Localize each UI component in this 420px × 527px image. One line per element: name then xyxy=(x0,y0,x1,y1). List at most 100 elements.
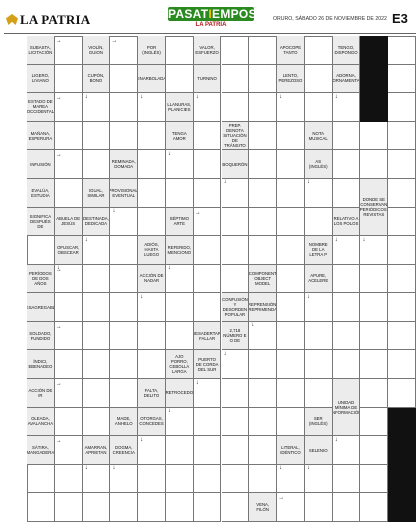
answer-cell[interactable] xyxy=(388,150,416,179)
answer-cell[interactable] xyxy=(388,121,416,151)
answer-cell[interactable] xyxy=(332,493,361,522)
answer-cell[interactable] xyxy=(54,121,83,151)
answer-cell[interactable] xyxy=(82,264,111,294)
answer-cell[interactable] xyxy=(249,379,278,408)
answer-cell[interactable] xyxy=(54,150,83,179)
answer-cell[interactable] xyxy=(277,407,305,437)
answer-cell[interactable] xyxy=(138,93,166,122)
answer-cell[interactable] xyxy=(304,64,333,94)
answer-cell[interactable] xyxy=(304,36,333,65)
answer-cell[interactable] xyxy=(221,64,250,94)
answer-cell[interactable] xyxy=(110,64,139,94)
answer-cell[interactable] xyxy=(332,350,361,380)
answer-cell[interactable] xyxy=(82,236,111,265)
answer-cell[interactable] xyxy=(110,464,139,494)
answer-cell[interactable] xyxy=(332,236,361,265)
answer-cell[interactable] xyxy=(304,493,333,522)
answer-cell[interactable] xyxy=(360,150,389,179)
answer-cell[interactable] xyxy=(193,293,222,322)
answer-cell[interactable] xyxy=(27,236,55,265)
answer-cell[interactable] xyxy=(138,207,166,237)
answer-cell[interactable] xyxy=(193,436,222,465)
answer-cell[interactable] xyxy=(388,350,416,380)
answer-cell[interactable] xyxy=(388,207,416,237)
answer-cell[interactable] xyxy=(388,379,416,408)
answer-cell[interactable] xyxy=(388,236,416,265)
answer-cell[interactable] xyxy=(82,93,111,122)
answer-cell[interactable] xyxy=(165,407,194,437)
answer-cell[interactable] xyxy=(360,464,389,494)
answer-cell[interactable] xyxy=(193,93,222,122)
answer-cell[interactable] xyxy=(277,207,305,237)
answer-cell[interactable] xyxy=(54,436,83,465)
answer-cell[interactable] xyxy=(27,493,55,522)
answer-cell[interactable] xyxy=(54,93,83,122)
answer-cell[interactable] xyxy=(138,293,166,322)
answer-cell[interactable] xyxy=(304,379,333,408)
answer-cell[interactable] xyxy=(360,407,389,437)
answer-cell[interactable] xyxy=(249,178,278,208)
answer-cell[interactable] xyxy=(249,350,278,380)
answer-cell[interactable] xyxy=(277,321,305,351)
answer-cell[interactable] xyxy=(82,493,111,522)
answer-cell[interactable] xyxy=(54,64,83,94)
answer-cell[interactable] xyxy=(221,93,250,122)
answer-cell[interactable] xyxy=(110,293,139,322)
answer-cell[interactable] xyxy=(54,493,83,522)
answer-cell[interactable] xyxy=(138,150,166,179)
answer-cell[interactable] xyxy=(138,321,166,351)
answer-cell[interactable] xyxy=(221,236,250,265)
answer-cell[interactable] xyxy=(110,36,139,65)
answer-cell[interactable] xyxy=(54,350,83,380)
answer-cell[interactable] xyxy=(304,207,333,237)
answer-cell[interactable] xyxy=(249,93,278,122)
answer-cell[interactable] xyxy=(277,236,305,265)
answer-cell[interactable] xyxy=(193,407,222,437)
answer-cell[interactable] xyxy=(165,36,194,65)
answer-cell[interactable] xyxy=(360,121,389,151)
answer-cell[interactable] xyxy=(360,350,389,380)
answer-cell[interactable] xyxy=(332,264,361,294)
answer-cell[interactable] xyxy=(277,350,305,380)
answer-cell[interactable] xyxy=(165,64,194,94)
answer-cell[interactable] xyxy=(110,493,139,522)
answer-cell[interactable] xyxy=(249,436,278,465)
answer-cell[interactable] xyxy=(249,36,278,65)
answer-cell[interactable] xyxy=(249,150,278,179)
answer-cell[interactable] xyxy=(165,293,194,322)
answer-cell[interactable] xyxy=(165,178,194,208)
answer-cell[interactable] xyxy=(304,464,333,494)
answer-cell[interactable] xyxy=(110,236,139,265)
answer-cell[interactable] xyxy=(277,379,305,408)
answer-cell[interactable] xyxy=(332,121,361,151)
answer-cell[interactable] xyxy=(360,493,389,522)
answer-cell[interactable] xyxy=(332,178,361,208)
answer-cell[interactable] xyxy=(360,293,389,322)
answer-cell[interactable] xyxy=(193,493,222,522)
answer-cell[interactable] xyxy=(54,407,83,437)
answer-cell[interactable] xyxy=(277,264,305,294)
answer-cell[interactable] xyxy=(193,379,222,408)
answer-cell[interactable] xyxy=(193,121,222,151)
answer-cell[interactable] xyxy=(221,36,250,65)
answer-cell[interactable] xyxy=(165,150,194,179)
answer-cell[interactable] xyxy=(138,178,166,208)
answer-cell[interactable] xyxy=(249,464,278,494)
answer-cell[interactable] xyxy=(388,93,416,122)
answer-cell[interactable] xyxy=(249,64,278,94)
answer-cell[interactable] xyxy=(221,407,250,437)
answer-cell[interactable] xyxy=(82,121,111,151)
answer-cell[interactable] xyxy=(54,293,83,322)
answer-cell[interactable] xyxy=(249,407,278,437)
answer-cell[interactable] xyxy=(110,350,139,380)
answer-cell[interactable] xyxy=(110,379,139,408)
answer-cell[interactable] xyxy=(82,407,111,437)
answer-cell[interactable] xyxy=(277,493,305,522)
answer-cell[interactable] xyxy=(138,464,166,494)
answer-cell[interactable] xyxy=(54,264,83,294)
answer-cell[interactable] xyxy=(360,379,389,408)
answer-cell[interactable] xyxy=(221,350,250,380)
answer-cell[interactable] xyxy=(277,150,305,179)
answer-cell[interactable] xyxy=(221,493,250,522)
answer-cell[interactable] xyxy=(110,93,139,122)
